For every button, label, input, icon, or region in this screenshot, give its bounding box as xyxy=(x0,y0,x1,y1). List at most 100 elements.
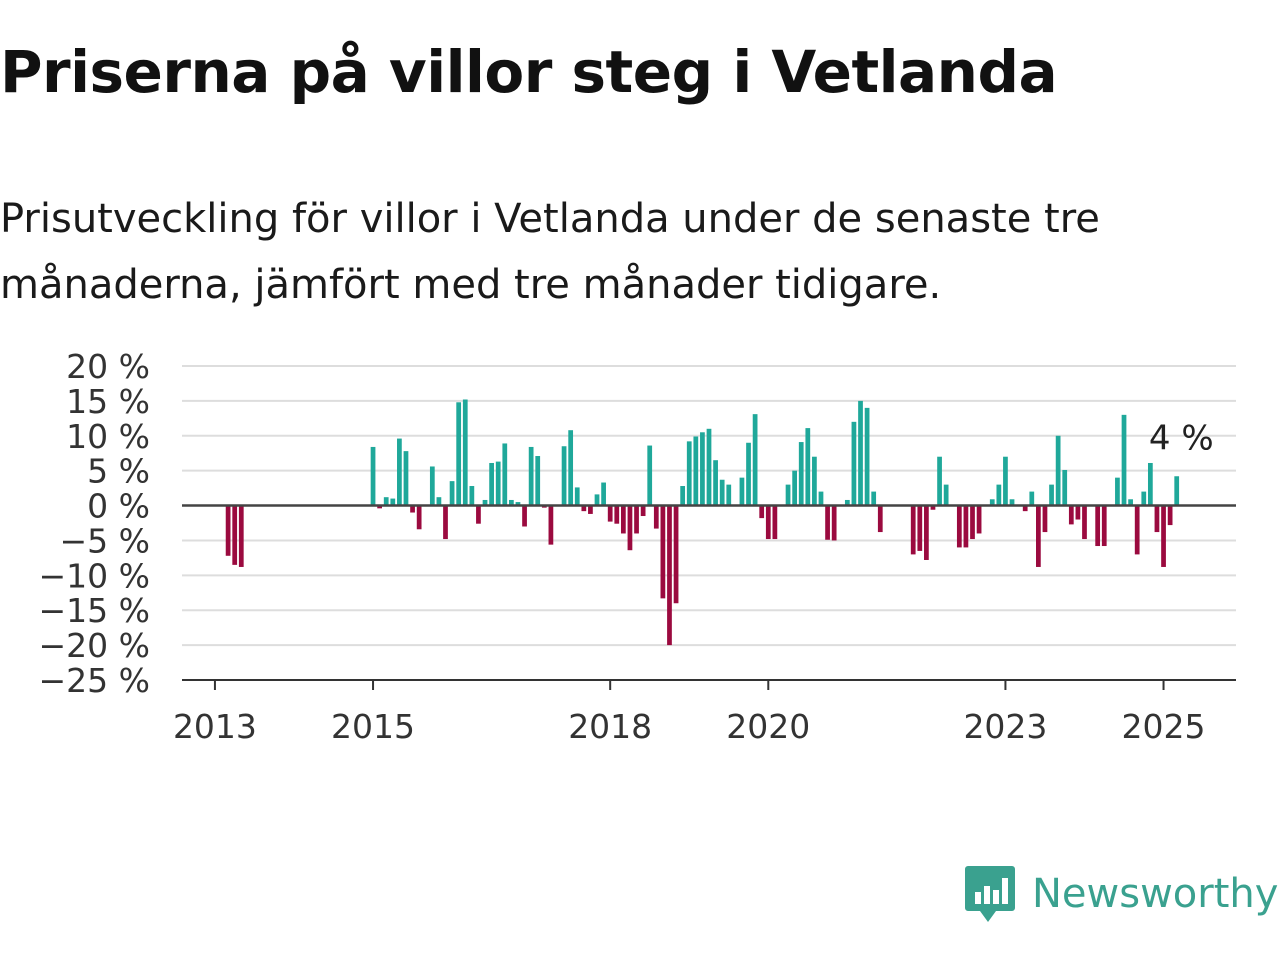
bar xyxy=(924,505,929,560)
bar xyxy=(397,438,402,506)
bar xyxy=(528,446,534,506)
bar xyxy=(469,486,475,506)
x-tick-labels: 2013 2015 2018 2020 2023 2025 xyxy=(173,707,1206,746)
bar xyxy=(588,505,593,514)
bar xyxy=(634,505,639,534)
bar xyxy=(673,505,679,604)
y-tick-label: −20 % xyxy=(39,626,151,665)
bar xyxy=(383,497,389,506)
bar xyxy=(502,443,508,506)
bar xyxy=(805,428,811,506)
bar xyxy=(989,499,995,506)
bar xyxy=(1009,499,1015,506)
bar xyxy=(844,499,850,506)
y-tick-label: 10 % xyxy=(66,417,150,456)
newsworthy-logo[interactable]: Newsworthy xyxy=(964,864,1278,924)
bar xyxy=(686,441,692,506)
bar xyxy=(1042,505,1048,533)
y-tick-labels: 20 %15 %10 %5 %0 %−5 %−10 %−15 %−20 %−25… xyxy=(39,347,151,700)
bars xyxy=(225,399,1180,646)
chart-subtitle: Prisutveckling för villor i Vetlanda und… xyxy=(0,196,1100,308)
bar xyxy=(410,505,415,513)
bar xyxy=(1029,491,1035,506)
chart-title: Priserna på villor steg i Vetlanda xyxy=(0,38,1058,106)
bar xyxy=(864,407,870,506)
x-tick-label: 2013 xyxy=(173,707,257,746)
bar xyxy=(765,505,771,540)
bar xyxy=(1174,476,1180,506)
x-tick-label: 2023 xyxy=(963,707,1047,746)
bar xyxy=(620,505,626,534)
bar xyxy=(667,505,672,646)
bar xyxy=(225,505,231,556)
bar xyxy=(759,505,765,519)
bar xyxy=(1075,505,1081,520)
bar xyxy=(627,505,633,551)
bar xyxy=(1082,505,1087,540)
latest-value-annotation: 4 % xyxy=(1149,419,1214,459)
bar xyxy=(1022,505,1028,512)
bar xyxy=(719,479,725,506)
bar xyxy=(1095,505,1101,547)
bar xyxy=(831,505,837,541)
bar xyxy=(1161,505,1166,567)
grid-lines xyxy=(182,365,1236,681)
bar xyxy=(1141,491,1147,506)
bar xyxy=(785,484,791,506)
x-tick-label: 2018 xyxy=(568,707,652,746)
y-tick-label: 20 % xyxy=(66,347,150,386)
bar xyxy=(377,505,382,509)
bar xyxy=(1036,505,1041,567)
bar xyxy=(700,432,705,506)
bar xyxy=(660,505,666,599)
bar xyxy=(232,505,238,565)
bar xyxy=(937,456,942,506)
bar xyxy=(429,466,435,506)
bar xyxy=(706,428,712,506)
bar xyxy=(693,436,699,506)
axes xyxy=(182,504,1236,690)
x-tick-label: 2020 xyxy=(726,707,810,746)
bar xyxy=(449,481,455,506)
bar xyxy=(594,494,600,506)
bar xyxy=(548,505,554,545)
brand-name: Newsworthy xyxy=(1032,871,1279,917)
newsworthy-logo-icon xyxy=(965,866,1015,922)
bar xyxy=(812,456,817,506)
bar xyxy=(746,442,751,506)
x-tick-label: 2025 xyxy=(1122,707,1206,746)
bar xyxy=(482,499,488,506)
bar xyxy=(752,414,758,506)
bar xyxy=(535,456,541,506)
bar xyxy=(568,430,574,506)
bar xyxy=(1049,484,1054,506)
bar xyxy=(515,502,521,506)
bar xyxy=(1068,505,1074,525)
bar xyxy=(956,505,962,548)
y-tick-label: 0 % xyxy=(87,487,150,526)
bar xyxy=(1134,505,1140,555)
bar xyxy=(851,421,857,506)
bar xyxy=(238,505,244,567)
y-tick-label: 15 % xyxy=(66,382,150,421)
bar xyxy=(726,484,732,506)
bar xyxy=(1115,477,1120,506)
bar xyxy=(1128,499,1133,506)
y-tick-label: 5 % xyxy=(87,452,150,491)
bar xyxy=(713,460,718,506)
y-tick-label: −15 % xyxy=(39,591,151,630)
bar xyxy=(877,505,883,533)
bar xyxy=(970,505,975,540)
bar xyxy=(1101,505,1107,547)
bar xyxy=(1154,505,1160,533)
x-tick-label: 2015 xyxy=(331,707,415,746)
bar xyxy=(772,505,778,540)
bar xyxy=(653,505,659,529)
bar xyxy=(416,505,422,530)
bar xyxy=(370,446,376,506)
bar xyxy=(1003,456,1008,506)
bar xyxy=(581,505,587,512)
bar xyxy=(476,505,481,524)
bar xyxy=(462,399,468,506)
bar xyxy=(910,505,916,555)
